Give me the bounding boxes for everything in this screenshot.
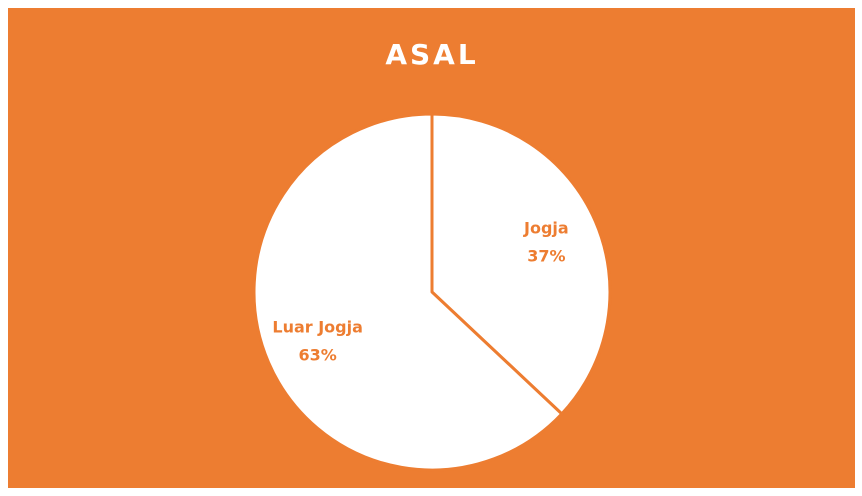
- value-label: 37%: [527, 246, 565, 265]
- data-label: Jogja 37%: [523, 218, 569, 265]
- data-label: Luar Jogja 63%: [272, 317, 363, 364]
- chart-title: ASAL: [385, 38, 478, 71]
- pie-slice: [430, 112, 612, 416]
- category-label: Jogja: [523, 218, 569, 237]
- value-label: 63%: [298, 345, 336, 364]
- category-label: Luar Jogja: [272, 317, 363, 336]
- pie-slice: [252, 112, 564, 472]
